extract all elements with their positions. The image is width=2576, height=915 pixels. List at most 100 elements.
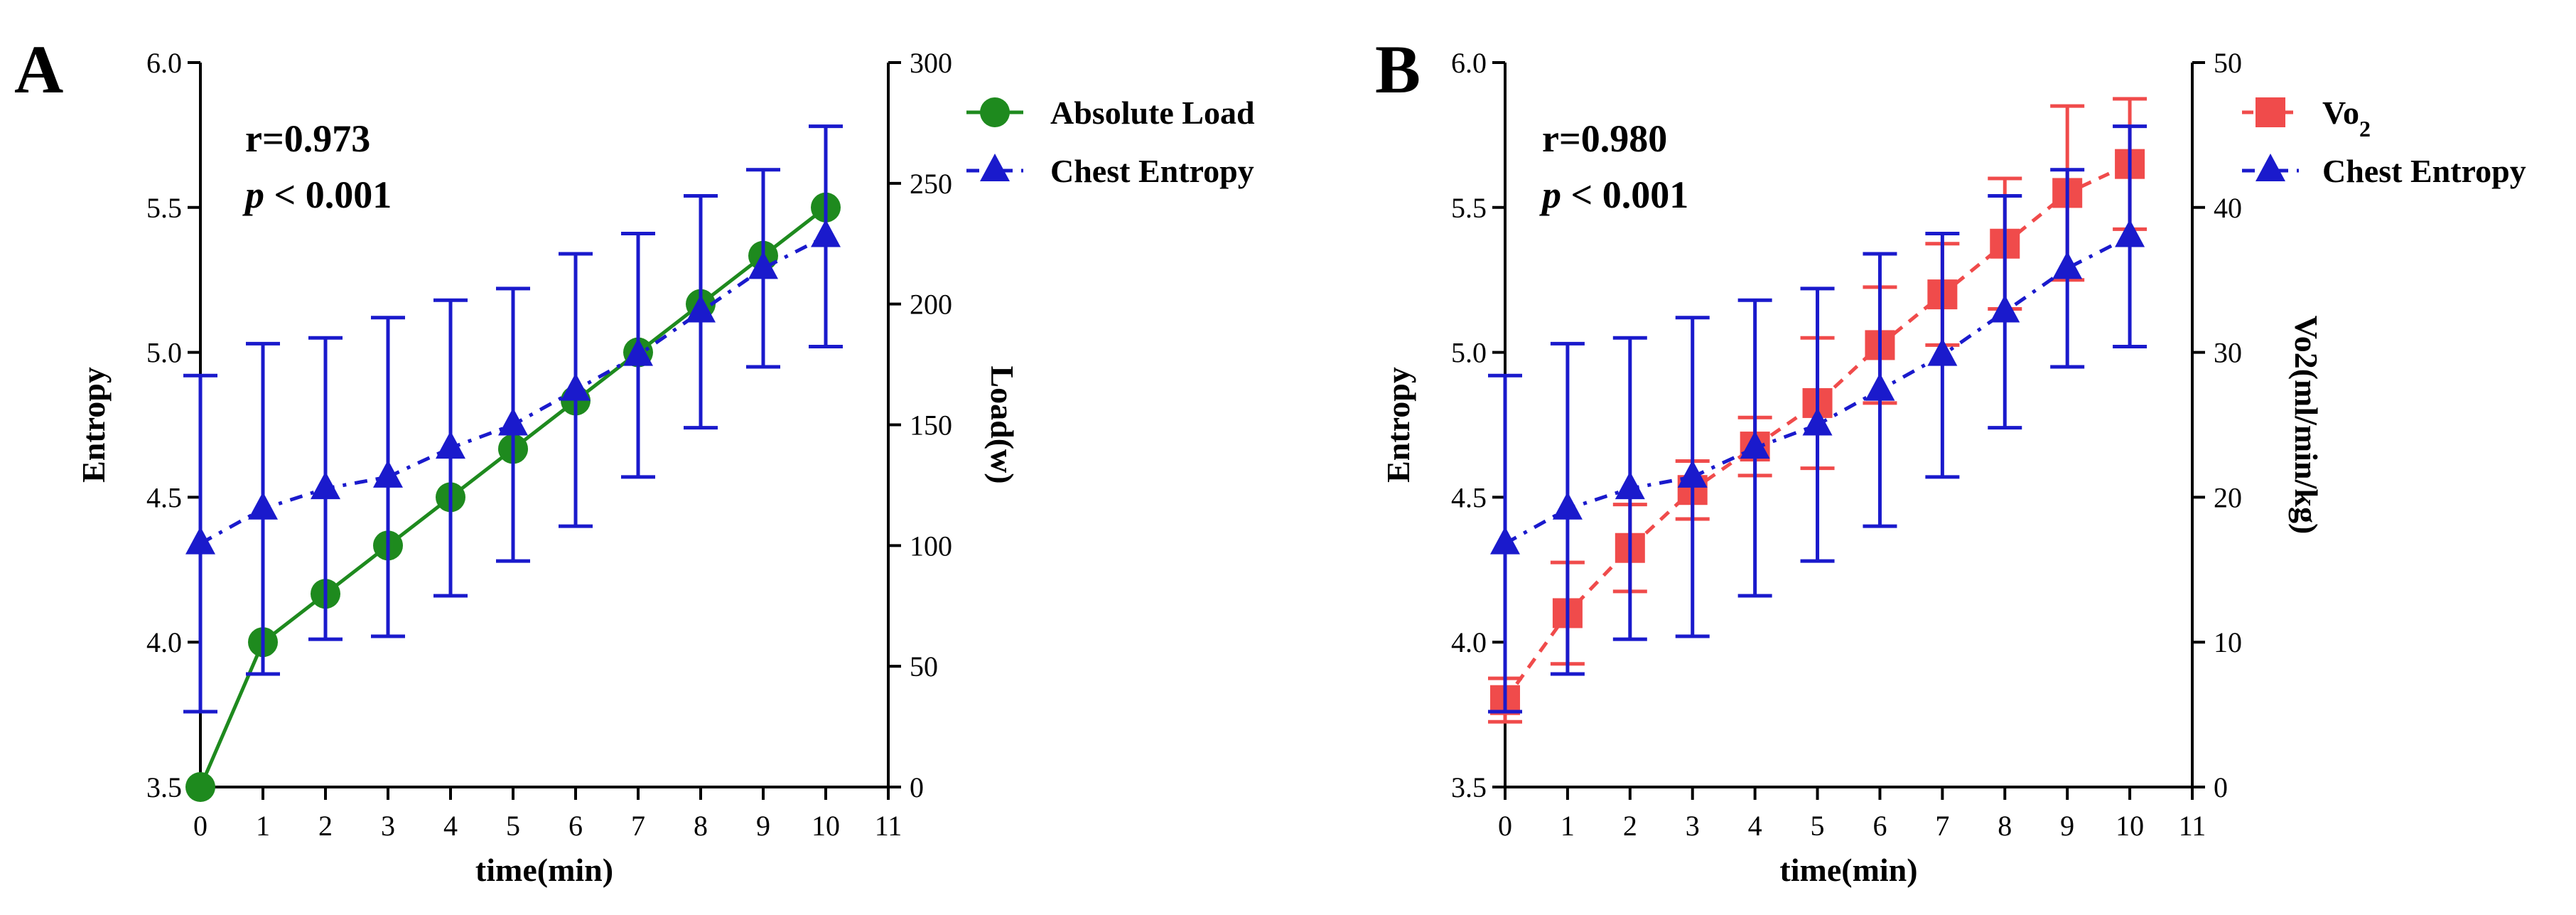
- chart-a-series-chest-entropy: [183, 124, 843, 714]
- chart-a-y-tick-label: 4.0: [146, 626, 182, 658]
- chart-b-x-tick-label: 2: [1623, 810, 1637, 842]
- chart-b-x-tick-label: 4: [1748, 810, 1762, 842]
- chart-a-legend-marker: [980, 97, 1010, 127]
- chart-a-series-chest-entropy-point: [436, 431, 465, 459]
- chart-a-series-chest-entropy-point: [623, 338, 653, 366]
- chart-b-y2-tick-label: 50: [2214, 47, 2242, 79]
- chart-a-series-absolute-load-point: [185, 772, 215, 802]
- chart-b-series-chest-entropy: [1488, 124, 2147, 714]
- chart-a-series-chest-entropy-point: [185, 526, 215, 555]
- chart-b-y-tick-label: 4.5: [1451, 481, 1487, 513]
- chart-a-y2-tick-label: 300: [910, 47, 952, 79]
- chart-b-x-tick-label: 7: [1935, 810, 1949, 842]
- chart-a-series-chest-entropy-point: [811, 219, 841, 247]
- chart-b-legend-label-subscript: 2: [2359, 116, 2371, 141]
- chart-b-y2-tick-label: 40: [2214, 192, 2242, 224]
- chart-a-y2-tick-label: 250: [910, 168, 952, 200]
- chart-a-legend-entry: Chest Entropy: [966, 153, 1254, 189]
- chart-b-legend-label: Chest Entropy: [2322, 153, 2526, 189]
- chart-b-x-tick-label: 1: [1561, 810, 1575, 842]
- chart-b-series-chest-entropy-point: [1615, 471, 1645, 500]
- chart-b-y-tick-label: 3.5: [1451, 771, 1487, 803]
- chart-a-y2-tick-label: 100: [910, 530, 952, 562]
- chart-a-y-tick-label: 5.5: [146, 192, 182, 224]
- chart-a-series-chest-entropy-point: [373, 459, 403, 488]
- chart-b-series-chest-entropy-point: [2115, 219, 2145, 247]
- chart-a-legend-entry: Absolute Load: [966, 95, 1255, 131]
- chart-b-series-chest-entropy-point: [1740, 431, 1770, 459]
- chart-b-series-chest-entropy-point: [1490, 526, 1520, 555]
- chart-b-series-chest-entropy-point: [1802, 407, 1833, 436]
- chart-a-x-tick-label: 5: [506, 810, 520, 842]
- chart-a-p-threshold: < 0.001: [264, 173, 392, 216]
- chart-b-y2-tick-label: 10: [2214, 626, 2242, 658]
- chart-a-y-tick-label: 5.0: [146, 337, 182, 369]
- chart-a-series-chest-entropy-point: [561, 373, 591, 401]
- chart-a-y2-tick-label: 50: [910, 651, 938, 683]
- chart-b-r-value: r=0.980: [1542, 117, 1667, 160]
- chart-b-legend-entry: Vo2: [2242, 95, 2371, 141]
- chart-b-p-value: p < 0.001: [1539, 173, 1688, 216]
- chart-a-x-tick-label: 3: [381, 810, 395, 842]
- chart-b-legend-marker: [2256, 97, 2285, 127]
- chart-b-x-tick-label: 6: [1872, 810, 1887, 842]
- chart-a-p-value: p < 0.001: [242, 173, 392, 216]
- chart-b-x-tick-label: 9: [2060, 810, 2074, 842]
- chart-a-y2-tick-label: 0: [910, 771, 924, 803]
- chart-a-panel-letter: A: [14, 31, 63, 107]
- chart-b-y2-tick-label: 0: [2214, 771, 2228, 803]
- chart-a-x-axis-title: time(min): [475, 852, 613, 888]
- chart-a-x-tick-label: 7: [631, 810, 645, 842]
- chart-a-legend-label: Chest Entropy: [1050, 153, 1254, 189]
- chart-a-y-tick-label: 6.0: [146, 47, 182, 79]
- chart-b-y2-tick-label: 20: [2214, 481, 2242, 513]
- chart-b-y-tick-label: 4.0: [1451, 626, 1487, 658]
- chart-b-y-tick-label: 5.5: [1451, 192, 1487, 224]
- chart-b-x-tick-label: 3: [1686, 810, 1700, 842]
- chart-b-y2-tick-label: 30: [2214, 337, 2242, 369]
- chart-a-x-tick-label: 2: [318, 810, 333, 842]
- chart-a-x-tick-label: 6: [568, 810, 583, 842]
- chart-a-x-tick-label: 10: [812, 810, 840, 842]
- chart-a-legend-label: Absolute Load: [1050, 95, 1255, 131]
- chart-b-panel-letter: B: [1375, 31, 1421, 107]
- chart-b-series-chest-entropy-point: [1677, 459, 1708, 488]
- chart-a-y2-axis-title: Load(w): [984, 365, 1020, 483]
- chart-a-series-chest-entropy-point: [311, 471, 340, 500]
- chart-a-x-tick-label: 9: [756, 810, 770, 842]
- chart-b-x-axis-title: time(min): [1779, 852, 1917, 888]
- chart-b-x-tick-label: 11: [2179, 810, 2206, 842]
- chart-b-series-chest-entropy-point: [1927, 338, 1958, 366]
- chart-b-series-chest-entropy-point: [1990, 294, 2020, 323]
- chart-a-y-axis-title: Entropy: [75, 367, 112, 483]
- chart-b-series-chest-entropy-point: [2052, 251, 2083, 279]
- chart-b-p-threshold: < 0.001: [1561, 173, 1688, 216]
- chart-b-x-tick-label: 5: [1811, 810, 1825, 842]
- chart-b-x-tick-label: 10: [2116, 810, 2144, 842]
- chart-b-y2-axis-title: Vo2(ml/min/kg): [2288, 316, 2324, 535]
- chart-a: A 0 1 2 3 4 5 6 7 8 9 10 11 time(min) 3.5 4.0 4.5 5.0 5.5 6…: [14, 31, 1255, 888]
- chart-b-x-tick-label: 8: [1998, 810, 2012, 842]
- chart-a-x-tick-label: 1: [256, 810, 270, 842]
- chart-a-y-tick-label: 4.5: [146, 481, 182, 513]
- chart-a-legend-marker: [980, 154, 1010, 181]
- chart-a-r-value: r=0.973: [245, 117, 370, 160]
- chart-b-series-chest-entropy-point: [1865, 373, 1895, 401]
- chart-b-legend-entry: Chest Entropy: [2242, 153, 2526, 189]
- chart-a-y-tick-label: 3.5: [146, 771, 182, 803]
- chart-b-legend-label: Vo2: [2322, 95, 2371, 141]
- chart-a-p-symbol: p: [242, 173, 264, 216]
- chart-a-series-chest-entropy-point: [686, 294, 716, 323]
- chart-b-y-tick-label: 5.0: [1451, 337, 1487, 369]
- chart-a-x-tick-label: 4: [443, 810, 458, 842]
- chart-a-x-tick-label: 8: [694, 810, 708, 842]
- chart-a-series-chest-entropy-point: [248, 491, 278, 520]
- chart-a-y2-tick-label: 200: [910, 289, 952, 321]
- chart-a-x-tick-label: 11: [875, 810, 902, 842]
- chart-b-p-symbol: p: [1539, 173, 1561, 216]
- chart-a-x-tick-label: 0: [193, 810, 208, 842]
- chart-b-y-axis-title: Entropy: [1380, 367, 1416, 483]
- chart-b-series-chest-entropy-point: [1552, 491, 1583, 520]
- chart-a-series-chest-entropy-point: [498, 407, 528, 436]
